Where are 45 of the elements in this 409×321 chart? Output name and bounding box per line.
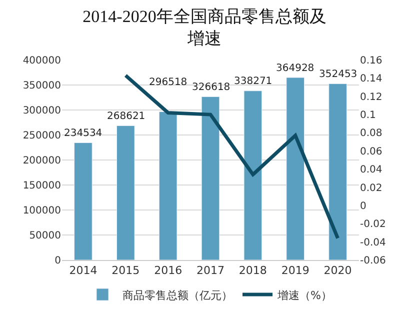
y2-tick-label: 0.04 [360, 164, 382, 176]
y-tick-label: 350000 [22, 80, 61, 92]
y2-tick-label: 0.02 [360, 182, 382, 194]
data-label: 364928 [276, 63, 314, 74]
bar [158, 111, 178, 260]
bar [286, 77, 305, 260]
data-label: 268621 [107, 111, 146, 122]
bar [201, 96, 220, 260]
x-tick-label: 2018 [238, 264, 267, 278]
y2-tick-label: 0.08 [360, 128, 382, 140]
x-tick-label: 2014 [69, 264, 98, 278]
bar [328, 84, 347, 260]
y-tick-label: 0 [54, 256, 61, 266]
x-tick-label: 2020 [324, 264, 352, 278]
y2-tick-label: -0.02 [360, 219, 386, 230]
x-tick-label: 2015 [112, 264, 140, 278]
data-label: 338271 [234, 76, 272, 87]
chart-title: 2014-2020年全国商品零售总额及增速 [82, 7, 326, 48]
y-tick-label: 150000 [22, 180, 61, 192]
y-tick-label: 100000 [22, 206, 61, 216]
y-tick-label: 250000 [22, 130, 61, 142]
y2-tick-label: -0.04 [360, 237, 386, 248]
legend-label: 商品零售总额（亿元） [122, 288, 232, 302]
y2-tick-label: 0.1 [360, 110, 376, 122]
x-tick-label: 2017 [196, 264, 224, 278]
y2-tick-label: 0.06 [360, 146, 382, 158]
y-tick-label: 200000 [22, 156, 61, 166]
y2-tick-label: 0.16 [360, 56, 382, 66]
bar [116, 125, 135, 260]
y-tick-label: 400000 [22, 56, 61, 66]
y-tick-label: 300000 [22, 106, 61, 116]
data-label: 296518 [149, 77, 188, 88]
y2-tick-label: 0.12 [360, 92, 382, 103]
bar [244, 90, 262, 260]
data-label: 326618 [192, 82, 230, 93]
legend-label: 增速（%） [276, 288, 332, 302]
x-tick-label: 2019 [281, 264, 310, 278]
y2-tick-label: 0 [360, 200, 366, 212]
data-label: 352453 [319, 69, 358, 80]
y2-tick-label: -0.06 [360, 256, 386, 266]
y-tick-label: 50000 [29, 230, 61, 242]
bar [74, 142, 92, 260]
data-label: 234534 [64, 128, 102, 139]
x-tick-label: 2016 [154, 264, 182, 278]
y2-tick-label: 0.14 [360, 74, 382, 85]
